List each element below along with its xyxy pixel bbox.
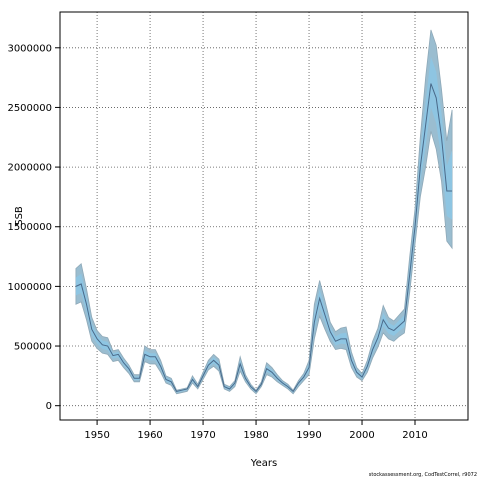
y-tick-label: 500000 — [14, 342, 52, 353]
x-tick-label: 1960 — [137, 430, 162, 441]
x-tick-label: 2010 — [402, 430, 427, 441]
y-tick-label: 3000000 — [7, 43, 52, 54]
x-tick-label: 1970 — [190, 430, 215, 441]
credit-text: stockassessment.org, CodTestCorrel, r907… — [368, 472, 477, 478]
x-tick-label: 2000 — [349, 430, 374, 441]
y-axis: 0 500000 1000000 1500000 2000000 2500000 30000… — [7, 43, 60, 412]
y-tick-label: 1500000 — [7, 222, 52, 233]
y-axis-title: SSB — [14, 206, 25, 226]
plot-frame — [59, 11, 469, 421]
x-tick-label: 1950 — [84, 430, 109, 441]
y-tick-label: 0 — [46, 401, 52, 412]
ssb-estimate-line — [75, 83, 453, 393]
confidence-band-outer — [75, 29, 453, 395]
y-tick-label: 2000000 — [7, 163, 52, 174]
x-axis-title: Years — [250, 458, 277, 469]
x-tick-label: 1990 — [296, 430, 321, 441]
x-axis: 1950 1960 1970 1980 1990 2000 2010 — [84, 420, 428, 441]
y-tick-label: 1000000 — [7, 282, 52, 293]
y-tick-label: 2500000 — [7, 103, 52, 114]
x-tick-label: 1980 — [243, 430, 268, 441]
